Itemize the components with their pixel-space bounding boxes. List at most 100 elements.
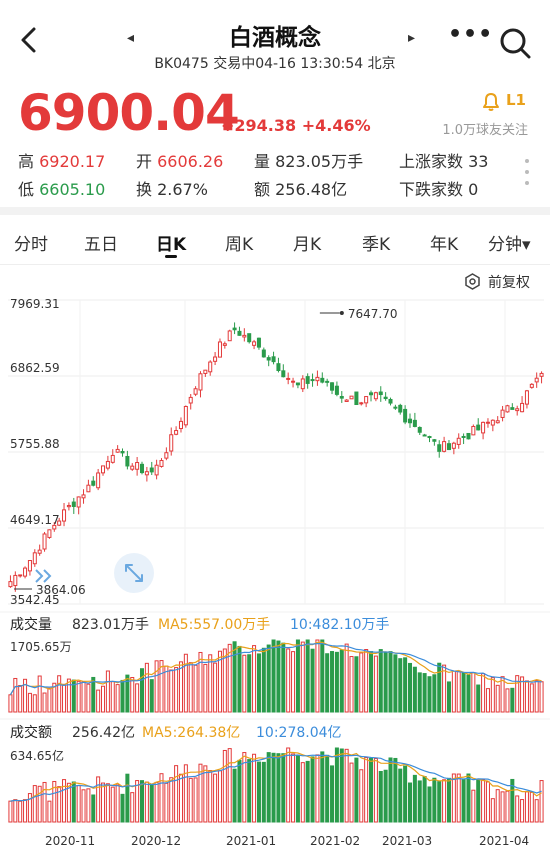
tab-quarterly-k[interactable]: 季K: [362, 235, 391, 255]
volume-bar: [437, 662, 442, 713]
candle-body: [198, 373, 203, 391]
stat-down-count: 下跌家数 0: [399, 180, 479, 199]
candle-body: [330, 382, 335, 391]
volume-bar: [23, 678, 28, 713]
amount-bar: [515, 795, 520, 823]
stat-turnover: 换 2.67%: [136, 180, 208, 199]
volume-bar: [515, 675, 520, 713]
volume-bar: [364, 649, 369, 713]
tab-weekly-k[interactable]: 周K: [225, 235, 254, 255]
prev-stock-icon[interactable]: ◂: [127, 30, 135, 46]
amount-label: 成交额: [10, 725, 52, 741]
tab-daily-k[interactable]: 日K: [156, 235, 187, 255]
volume-bar: [208, 654, 213, 713]
volume-bar: [86, 683, 91, 713]
candle-body: [481, 421, 486, 434]
amount-bar: [330, 765, 335, 823]
volume-bar: [213, 662, 218, 713]
back-arrow-icon[interactable]: [14, 24, 46, 56]
volume-bar: [42, 692, 47, 713]
page-subtitle: BK0475 交易中04-16 13:30:54 北京: [154, 56, 396, 72]
volume-bar: [18, 685, 23, 713]
volume-bar: [193, 664, 198, 713]
volume-bar: [66, 678, 71, 713]
volume-bar: [164, 665, 169, 713]
candle-body: [62, 509, 67, 522]
amount-bar: [369, 757, 374, 823]
volume-bar: [407, 662, 413, 713]
volume-bar: [295, 639, 300, 713]
y-tick-label: 4649.17: [10, 513, 60, 527]
volume-bar: [159, 660, 164, 713]
volume-bar: [252, 645, 257, 713]
adjust-toggle[interactable]: 前复权: [464, 272, 544, 292]
bell-icon[interactable]: [481, 92, 501, 112]
followers-count: 1.0万球友关注: [442, 123, 528, 138]
x-tick-label: 2020-12: [131, 834, 181, 848]
candle-body: [57, 520, 62, 526]
tab-intraday[interactable]: 分时: [14, 235, 48, 255]
volume-bar: [222, 648, 227, 713]
y-tick-label: 3542.45: [10, 593, 60, 607]
candle-body: [442, 441, 447, 452]
amount-bar: [442, 779, 447, 823]
amount-bar: [169, 777, 174, 823]
search-icon[interactable]: [498, 26, 532, 60]
candle-body: [91, 480, 96, 486]
tab-five-day[interactable]: 五日: [84, 235, 118, 255]
candle-body: [256, 337, 261, 348]
volume-bar: [271, 639, 276, 713]
level-badge[interactable]: L1: [506, 91, 526, 109]
fullscreen-button[interactable]: [114, 553, 154, 593]
stat-low: 低 6605.10: [18, 180, 106, 199]
amount-bar: [520, 799, 525, 823]
candle-body: [154, 464, 159, 476]
volume-bar: [27, 692, 32, 713]
amount-bar: [178, 773, 183, 823]
collapse-chart-button[interactable]: [28, 564, 58, 588]
volume-bar: [62, 683, 67, 713]
candle-body: [213, 356, 218, 362]
amount-bar: [315, 754, 320, 823]
volume-bar: [52, 682, 57, 713]
candle-body: [135, 462, 140, 470]
candle-body: [242, 334, 247, 338]
amount-bar: [232, 768, 237, 823]
more-menu-icon[interactable]: •••: [448, 22, 494, 47]
candle-body: [471, 425, 476, 436]
amount-bar: [476, 778, 481, 823]
candle-body: [383, 396, 388, 400]
candle-body: [227, 330, 232, 342]
amount-bar: [159, 773, 164, 823]
volume-bar: [110, 681, 115, 713]
amount-bar: [261, 761, 266, 823]
candle-body: [47, 529, 52, 538]
amount-bar: [86, 788, 91, 823]
volume-bar: [105, 670, 110, 713]
period-tabs: 分时 五日 日K 周K 月K 季K 年K 分钟▾: [0, 218, 550, 264]
candle-body: [76, 496, 81, 508]
amount-bar: [198, 763, 203, 823]
amount-bar: [222, 749, 227, 823]
stat-up-count: 上涨家数 33: [399, 152, 489, 171]
expand-stats-icon[interactable]: [523, 157, 531, 187]
amount-bar: [8, 800, 13, 823]
candle-body: [315, 376, 320, 382]
candle-body: [174, 430, 179, 435]
tab-yearly-k[interactable]: 年K: [430, 235, 459, 255]
next-stock-icon[interactable]: ▸: [408, 30, 416, 46]
candle-body: [13, 574, 18, 587]
tab-monthly-k[interactable]: 月K: [293, 235, 322, 255]
tab-minute[interactable]: 分钟▾: [488, 235, 531, 255]
amount-bar: [539, 780, 544, 823]
kline-chart[interactable]: 7969.31 6862.59 5755.88 4649.17 3542.45 7647.…: [0, 290, 550, 860]
candle-body: [412, 419, 417, 427]
amount-bar: [378, 770, 383, 823]
candle-body: [237, 330, 242, 336]
volume-ma5: MA5:557.00万手: [158, 617, 271, 633]
stat-high: 高 6920.17: [18, 152, 106, 171]
amount-bar: [534, 799, 539, 823]
candle-body: [115, 448, 120, 453]
candle-body: [354, 391, 359, 406]
candle-body: [364, 396, 369, 404]
